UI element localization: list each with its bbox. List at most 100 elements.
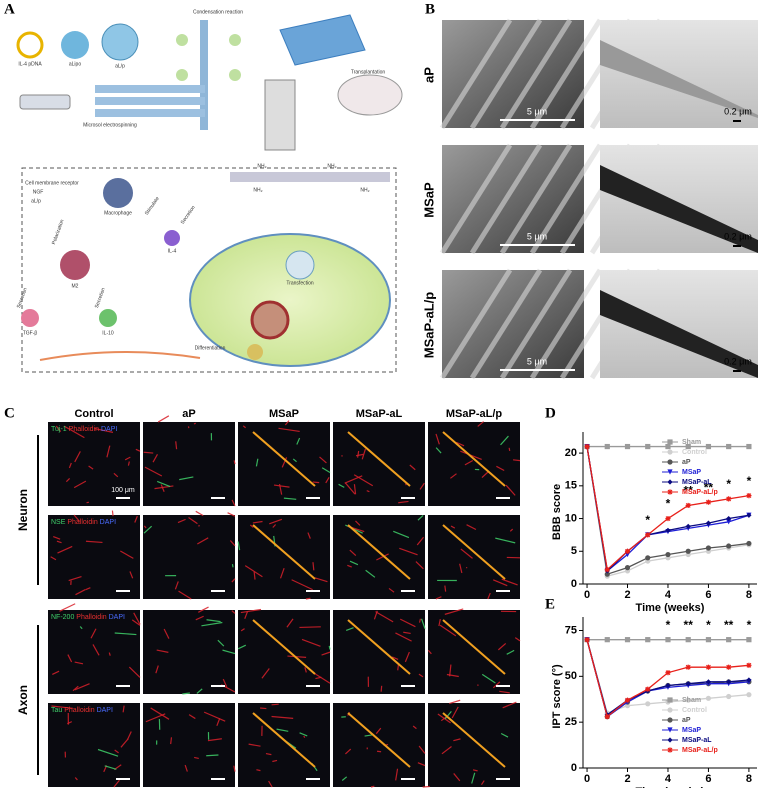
fiber <box>499 143 573 255</box>
marker <box>685 637 691 643</box>
marker <box>667 747 673 753</box>
cell-stain <box>404 651 410 663</box>
column-header: MSaP-aL/p <box>446 408 503 420</box>
marker <box>705 545 712 551</box>
micrograph <box>428 610 520 694</box>
diagram-label: Condensation reaction <box>193 9 243 15</box>
y-tick-label: 20 <box>565 447 577 459</box>
micrograph <box>428 422 520 506</box>
plasmid <box>16 31 44 59</box>
cell-stain <box>349 560 359 566</box>
cell-stain <box>97 748 119 757</box>
cell-stain <box>111 510 114 517</box>
stain-name: Tau <box>51 707 62 714</box>
cell-stain <box>481 673 496 684</box>
diagram-label: Secretion <box>94 287 107 309</box>
stain-name: DAPI <box>100 519 116 526</box>
cell-stain <box>195 510 204 517</box>
marker <box>624 565 631 571</box>
stain-name: DAPI <box>97 707 113 714</box>
cell-stain <box>444 608 464 615</box>
marker <box>645 443 651 450</box>
cell-stain <box>188 516 198 525</box>
cell-stain <box>319 456 327 464</box>
diagram-label: Cell membrane receptor <box>25 180 79 186</box>
cell-stain <box>85 540 103 544</box>
marker <box>645 555 651 561</box>
cell-stain <box>451 706 459 719</box>
micrograph <box>143 422 235 506</box>
cell-stain <box>466 524 477 531</box>
legend-label: aP <box>682 717 691 724</box>
cell-stain <box>453 773 461 782</box>
cell-stain <box>203 711 226 722</box>
cell-stain <box>353 484 357 495</box>
alignment-arrow <box>252 619 316 675</box>
cell-stain <box>85 587 91 591</box>
marker <box>624 548 631 554</box>
significance: * <box>706 618 711 632</box>
cell-stain <box>500 435 509 446</box>
column-header: Control <box>74 408 113 420</box>
marker <box>685 443 691 450</box>
marker <box>665 515 671 522</box>
marker <box>667 449 673 455</box>
cell-stain <box>222 649 236 655</box>
cell-stain <box>206 754 219 757</box>
cell-stain <box>129 571 134 579</box>
marker <box>645 686 651 692</box>
marker <box>705 679 712 685</box>
cell-stain <box>231 564 234 568</box>
cell-stain <box>72 685 79 692</box>
cell-stain <box>90 628 97 639</box>
cell-stain <box>56 540 62 544</box>
cell-stain <box>449 699 461 705</box>
panel-b: B aP 5 μm 0.2 μm MSaP 5 μm 0.2 μm MSaP-aL/p 5 μ… <box>421 1 758 380</box>
cell-stain <box>92 644 100 656</box>
liposome <box>61 31 89 59</box>
nucleus <box>250 300 290 340</box>
fiber <box>499 18 573 130</box>
cell-stain <box>177 518 186 524</box>
cell-stain <box>435 433 440 445</box>
micrograph <box>48 515 140 599</box>
cell-stain <box>328 645 331 650</box>
cell-stain <box>252 520 263 524</box>
cell-stain <box>395 768 399 781</box>
cell-stain <box>150 707 170 720</box>
cell-stain <box>388 587 395 593</box>
scale-label: 5 μm <box>527 356 547 366</box>
stain-name: NF-200 <box>51 614 74 621</box>
column-header: aP <box>182 408 195 420</box>
cell-stain <box>240 608 262 614</box>
cell-stain <box>444 710 452 720</box>
marker <box>645 637 651 643</box>
cell-stain <box>67 654 73 663</box>
cell-stain <box>74 451 81 463</box>
cell-stain <box>380 685 383 692</box>
x-tick-label: 4 <box>665 773 672 785</box>
marker <box>604 637 610 643</box>
scale-label: 0.2 μm <box>724 231 752 241</box>
scale-label: 0.2 μm <box>724 106 752 116</box>
cell-stain <box>188 714 196 720</box>
cell-stain <box>375 727 382 735</box>
cell-stain <box>201 621 223 627</box>
marker <box>667 489 673 495</box>
micrograph <box>143 703 235 787</box>
panel-label: B <box>425 1 435 17</box>
fiber <box>529 143 603 255</box>
significance: ** <box>684 618 694 632</box>
cell-stain <box>195 615 204 621</box>
fiber <box>439 143 513 255</box>
marker <box>726 543 732 549</box>
x-tick-label: 8 <box>746 773 752 785</box>
panel-label: C <box>4 405 15 421</box>
marker <box>746 540 752 547</box>
cell-stain <box>444 585 447 592</box>
cell-stain <box>477 421 484 427</box>
cell-stain <box>155 665 159 674</box>
cell-stain <box>417 762 426 767</box>
cell-stain <box>197 606 209 613</box>
